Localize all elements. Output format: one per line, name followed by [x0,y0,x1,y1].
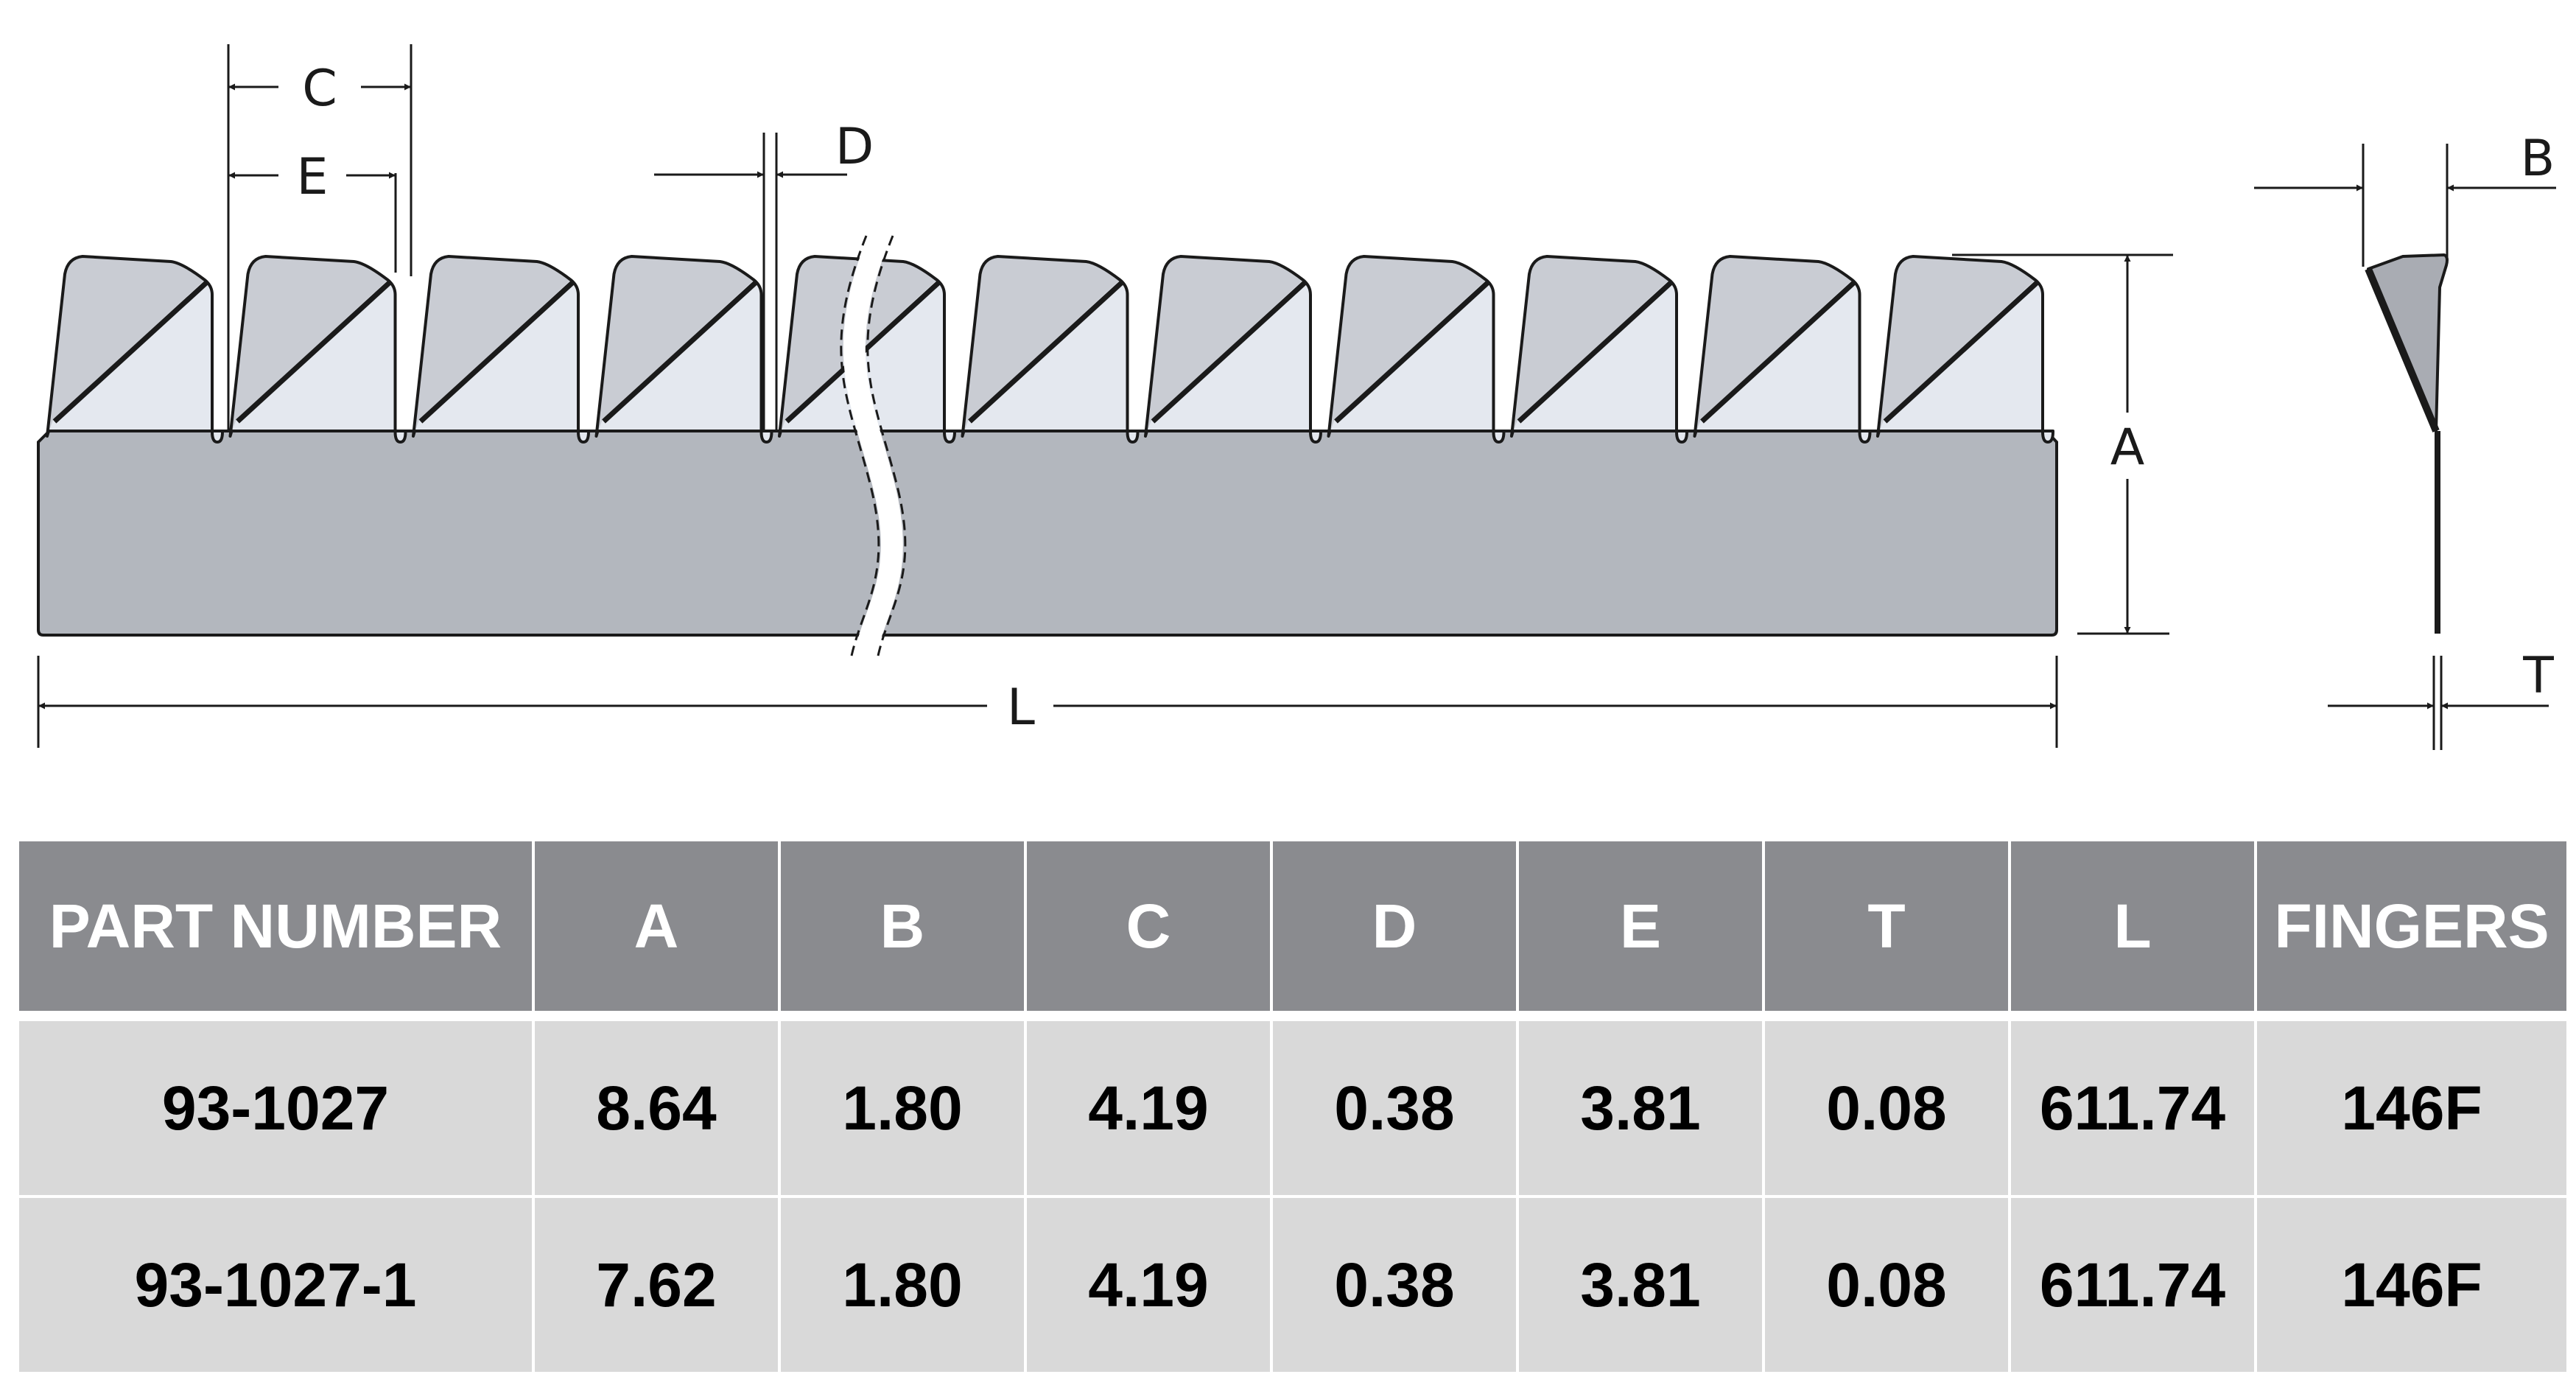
dimension-c [227,44,413,431]
cell-b: 1.80 [781,1021,1027,1198]
dimension-b [2254,144,2556,267]
cell-a: 7.62 [535,1198,781,1372]
finger [228,255,407,444]
table-row: 93-1027 8.64 1.80 4.19 0.38 3.81 0.08 61… [19,1021,2566,1198]
break-lines [840,231,907,659]
finger-stock-drawing: C E D A L B [37,44,2556,750]
label-d: D [835,118,874,176]
side-profile-view [2365,253,2449,634]
dimension-t [2328,656,2549,750]
finger [46,255,224,444]
finger [1510,255,1688,444]
finger [1327,255,1506,444]
part-spec-table: PART NUMBER A B C D E T L FINGERS 93-102… [19,841,2566,1372]
cell-fingers: 146F [2257,1021,2566,1198]
header-a: A [535,841,781,1021]
header-b: B [781,841,1027,1021]
cell-b: 1.80 [781,1198,1027,1372]
dimension-e [228,172,397,273]
finger [961,255,1140,444]
cell-fingers: 146F [2257,1198,2566,1372]
label-e: E [297,148,329,206]
label-a: A [2110,418,2145,477]
label-t: T [2522,647,2554,705]
dimension-a [1952,253,2173,635]
cell-c: 4.19 [1027,1198,1273,1372]
cell-e: 3.81 [1519,1198,1765,1372]
dimension-l [37,656,2058,748]
cell-l: 611.74 [2011,1198,2257,1372]
finger [412,255,590,444]
finger [1144,255,1322,444]
header-t: T [1765,841,2011,1021]
header-c: C [1027,841,1273,1021]
strip-base [37,430,2058,637]
table-header-row: PART NUMBER A B C D E T L FINGERS [19,841,2566,1021]
header-fingers: FINGERS [2257,841,2566,1021]
finger [1693,255,1872,444]
cell-part-number: 93-1027 [19,1021,535,1198]
cell-part-number: 93-1027-1 [19,1198,535,1372]
cell-d: 0.38 [1273,1021,1519,1198]
finger-row [46,255,2054,444]
cell-c: 4.19 [1027,1021,1273,1198]
label-c: C [302,60,337,118]
label-b: B [2521,130,2555,188]
header-l: L [2011,841,2257,1021]
dimension-d [654,133,847,431]
header-e: E [1519,841,1765,1021]
cell-d: 0.38 [1273,1198,1519,1372]
cell-l: 611.74 [2011,1021,2257,1198]
table-row: 93-1027-1 7.62 1.80 4.19 0.38 3.81 0.08 … [19,1198,2566,1372]
cell-t: 0.08 [1765,1021,2011,1198]
label-l: L [1007,679,1035,737]
cell-t: 0.08 [1765,1198,2011,1372]
cell-a: 8.64 [535,1021,781,1198]
header-d: D [1273,841,1519,1021]
finger [1876,255,2054,444]
header-part-number: PART NUMBER [19,841,535,1021]
finger [594,255,773,444]
cell-e: 3.81 [1519,1021,1765,1198]
